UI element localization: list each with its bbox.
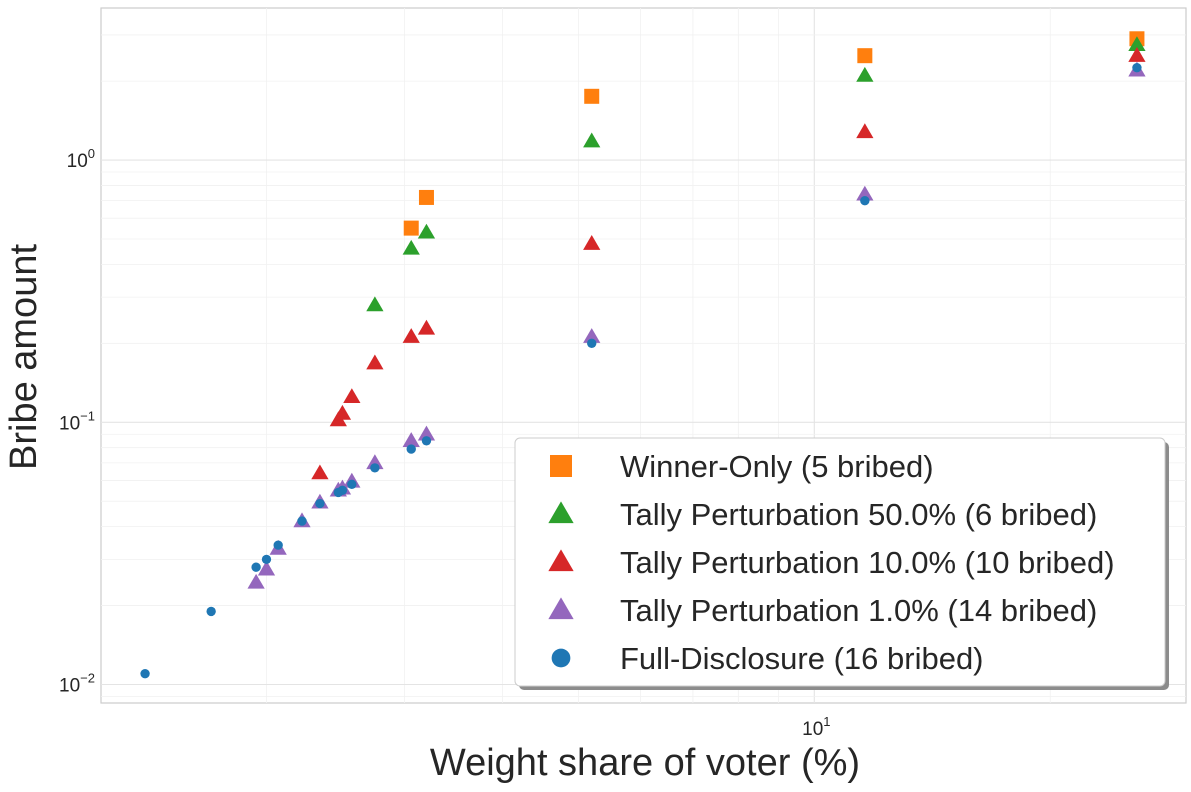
series-1-point [417, 223, 436, 239]
series-4-point [337, 485, 348, 496]
legend-label: Winner-Only (5 bribed) [620, 449, 934, 484]
series-2-point [311, 464, 329, 480]
series-1-point [1128, 36, 1146, 52]
series-4-point [273, 540, 283, 550]
series-1-point [366, 296, 384, 312]
series-2-point [402, 328, 420, 343]
series-1-point [402, 239, 420, 255]
series-4-point [251, 562, 261, 572]
series-3-point [402, 432, 420, 447]
series-2-point [583, 234, 601, 250]
legend-marker [551, 648, 571, 668]
y-tick-label: 100 [67, 146, 95, 172]
x-tick-label: 101 [802, 714, 830, 740]
series-3-point [247, 573, 265, 589]
legend-label: Full-Disclosure (16 bribed) [620, 641, 984, 676]
series-3-point [417, 425, 436, 441]
series-1-point [583, 132, 601, 148]
series-2-point [1128, 47, 1146, 62]
series-3-point [856, 185, 874, 201]
y-tick-label: 10−1 [59, 408, 95, 434]
tick-labels: 10−2 10−1 100 101 [59, 146, 830, 740]
series-3-point [257, 560, 276, 576]
series-0-point [403, 220, 419, 236]
series-3-point [366, 454, 384, 470]
series-4-point [315, 498, 325, 509]
series-1-point [856, 66, 874, 82]
series-2-point [366, 354, 384, 370]
legend-marker [548, 501, 574, 524]
series-4-point [1132, 63, 1142, 73]
series-0-point [857, 48, 873, 64]
legend-box [514, 437, 1166, 687]
x-axis-label: Weight share of voter (%) [430, 742, 860, 784]
series-4-point [206, 606, 216, 617]
legend-label: Tally Perturbation 1.0% (14 bribed) [620, 593, 1097, 628]
series-2-point [333, 404, 352, 420]
series-4-point [587, 338, 597, 349]
legend-marker [550, 455, 572, 477]
series-4-point [370, 463, 380, 473]
series-4-point [860, 195, 870, 206]
legend-marker [548, 597, 574, 620]
series-4-point [297, 516, 307, 526]
legend-label: Tally Perturbation 10.0% (10 bribed) [620, 545, 1115, 580]
series-2-point [417, 319, 436, 335]
series-4-point [347, 479, 357, 489]
series-4-point [421, 436, 432, 446]
y-tick-label: 10−2 [59, 670, 95, 696]
series-2-point [343, 388, 361, 404]
series-4-point [406, 444, 416, 454]
series-4-point [140, 668, 150, 679]
y-axis-label: Bribe amount [3, 244, 45, 470]
legend: Winner-Only (5 bribed) Tally Perturbation… [514, 437, 1169, 690]
series-0-point [418, 189, 434, 205]
data-points [140, 31, 1146, 679]
legend-label: Tally Perturbation 50.0% (6 bribed) [620, 497, 1097, 532]
legend-marker [548, 549, 574, 572]
series-4-point [261, 554, 272, 565]
series-3-point [583, 328, 601, 343]
series-2-point [856, 123, 874, 139]
series-0-point [584, 88, 600, 104]
